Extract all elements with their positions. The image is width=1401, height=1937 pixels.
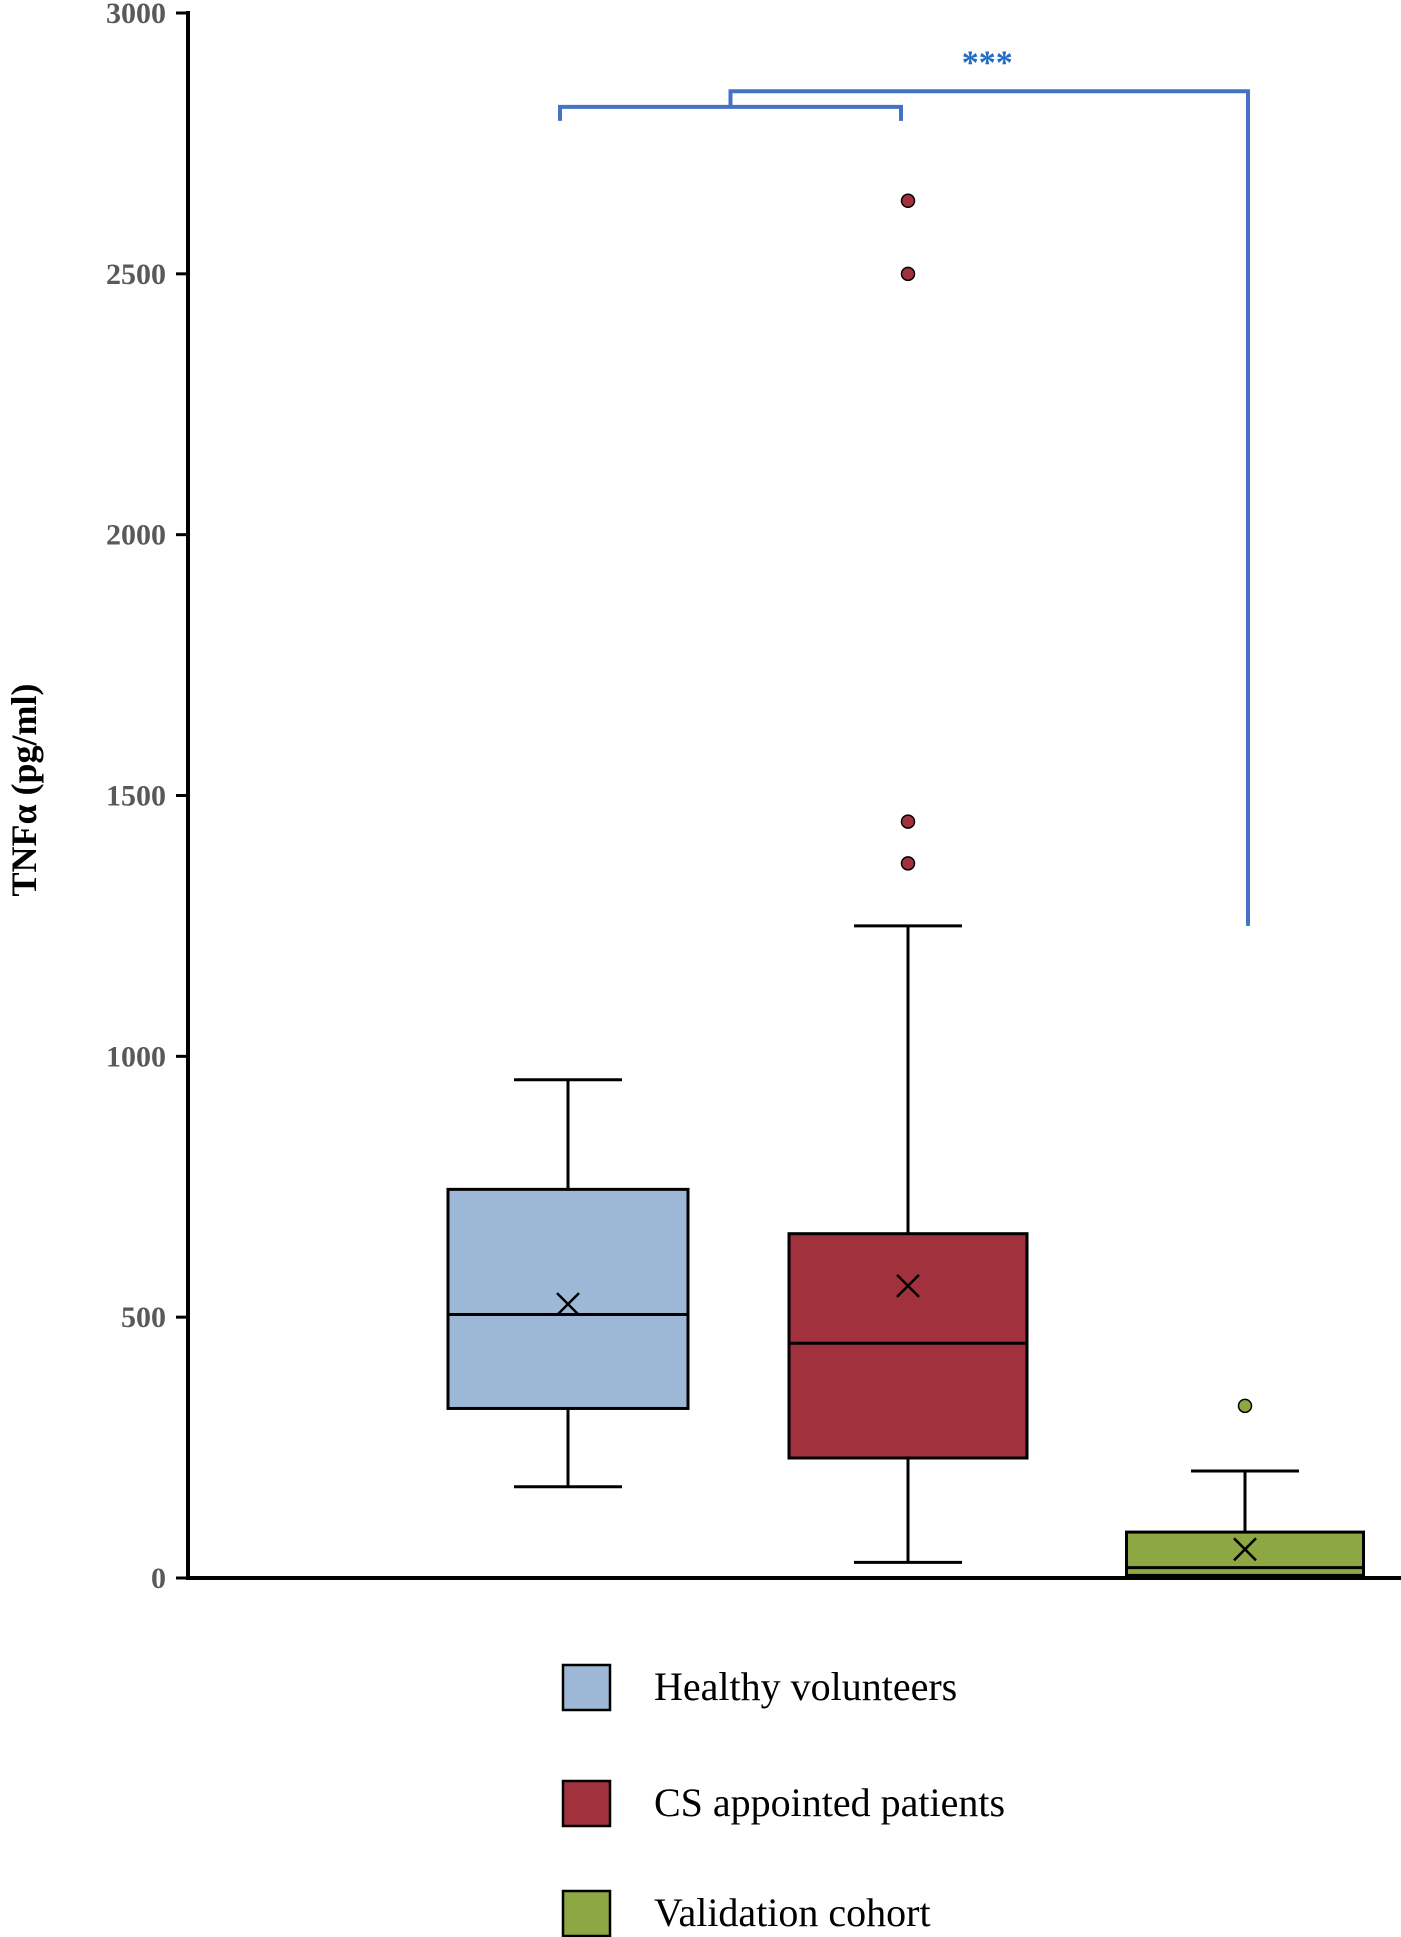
y-tick-label: 500 — [121, 1301, 166, 1334]
outlier-point — [900, 814, 916, 829]
mean-marker — [556, 1292, 580, 1317]
legend-swatch — [561, 1889, 612, 1937]
legend-swatch — [561, 1779, 612, 1828]
legend-label: CS appointed patients — [654, 1780, 1005, 1825]
significance-annotation: *** — [558, 44, 1250, 926]
mean-marker-stroke — [896, 1273, 920, 1298]
mean-marker-stroke — [556, 1292, 580, 1317]
legend-item: CS appointed patients — [561, 1779, 1005, 1828]
iqr-box — [787, 1232, 1029, 1460]
outlier-point — [1237, 1398, 1253, 1414]
mean-marker — [896, 1273, 920, 1298]
significance-stars: *** — [962, 44, 1013, 81]
legend-item: Healthy volunteers — [561, 1663, 957, 1712]
outlier-point — [900, 193, 916, 209]
outlier-point — [900, 856, 916, 871]
legend-label: Validation cohort — [654, 1890, 931, 1935]
iqr-box — [446, 1187, 690, 1410]
legend-label: Healthy volunteers — [654, 1664, 957, 1709]
y-tick-label: 2500 — [106, 258, 166, 291]
mean-marker-stroke — [1233, 1537, 1257, 1562]
y-axis-ticks: 0 500 1000 1500 2000 2500 3000 — [106, 0, 188, 1595]
legend: Healthy volunteers CS appointed patients V… — [561, 1663, 1005, 1937]
box-validation-cohort — [1125, 1398, 1365, 1578]
outlier-point — [900, 266, 916, 282]
mean-marker — [1233, 1537, 1257, 1562]
box-series — [446, 193, 1365, 1578]
comparison-bracket — [728, 89, 1250, 926]
box-cs-appointed-patients — [787, 193, 1029, 1564]
y-tick-label: 3000 — [106, 0, 166, 30]
box-healthy-volunteers — [446, 1078, 690, 1489]
y-tick-label: 1000 — [106, 1040, 166, 1073]
y-tick-label: 0 — [151, 1562, 166, 1595]
y-tick-label: 2000 — [106, 519, 166, 552]
y-axis-label: TNFα (pg/ml) — [4, 683, 44, 896]
group-bracket — [558, 104, 903, 121]
y-tick-label: 1500 — [106, 780, 166, 813]
legend-item: Validation cohort — [561, 1889, 931, 1937]
legend-swatch — [561, 1663, 612, 1712]
